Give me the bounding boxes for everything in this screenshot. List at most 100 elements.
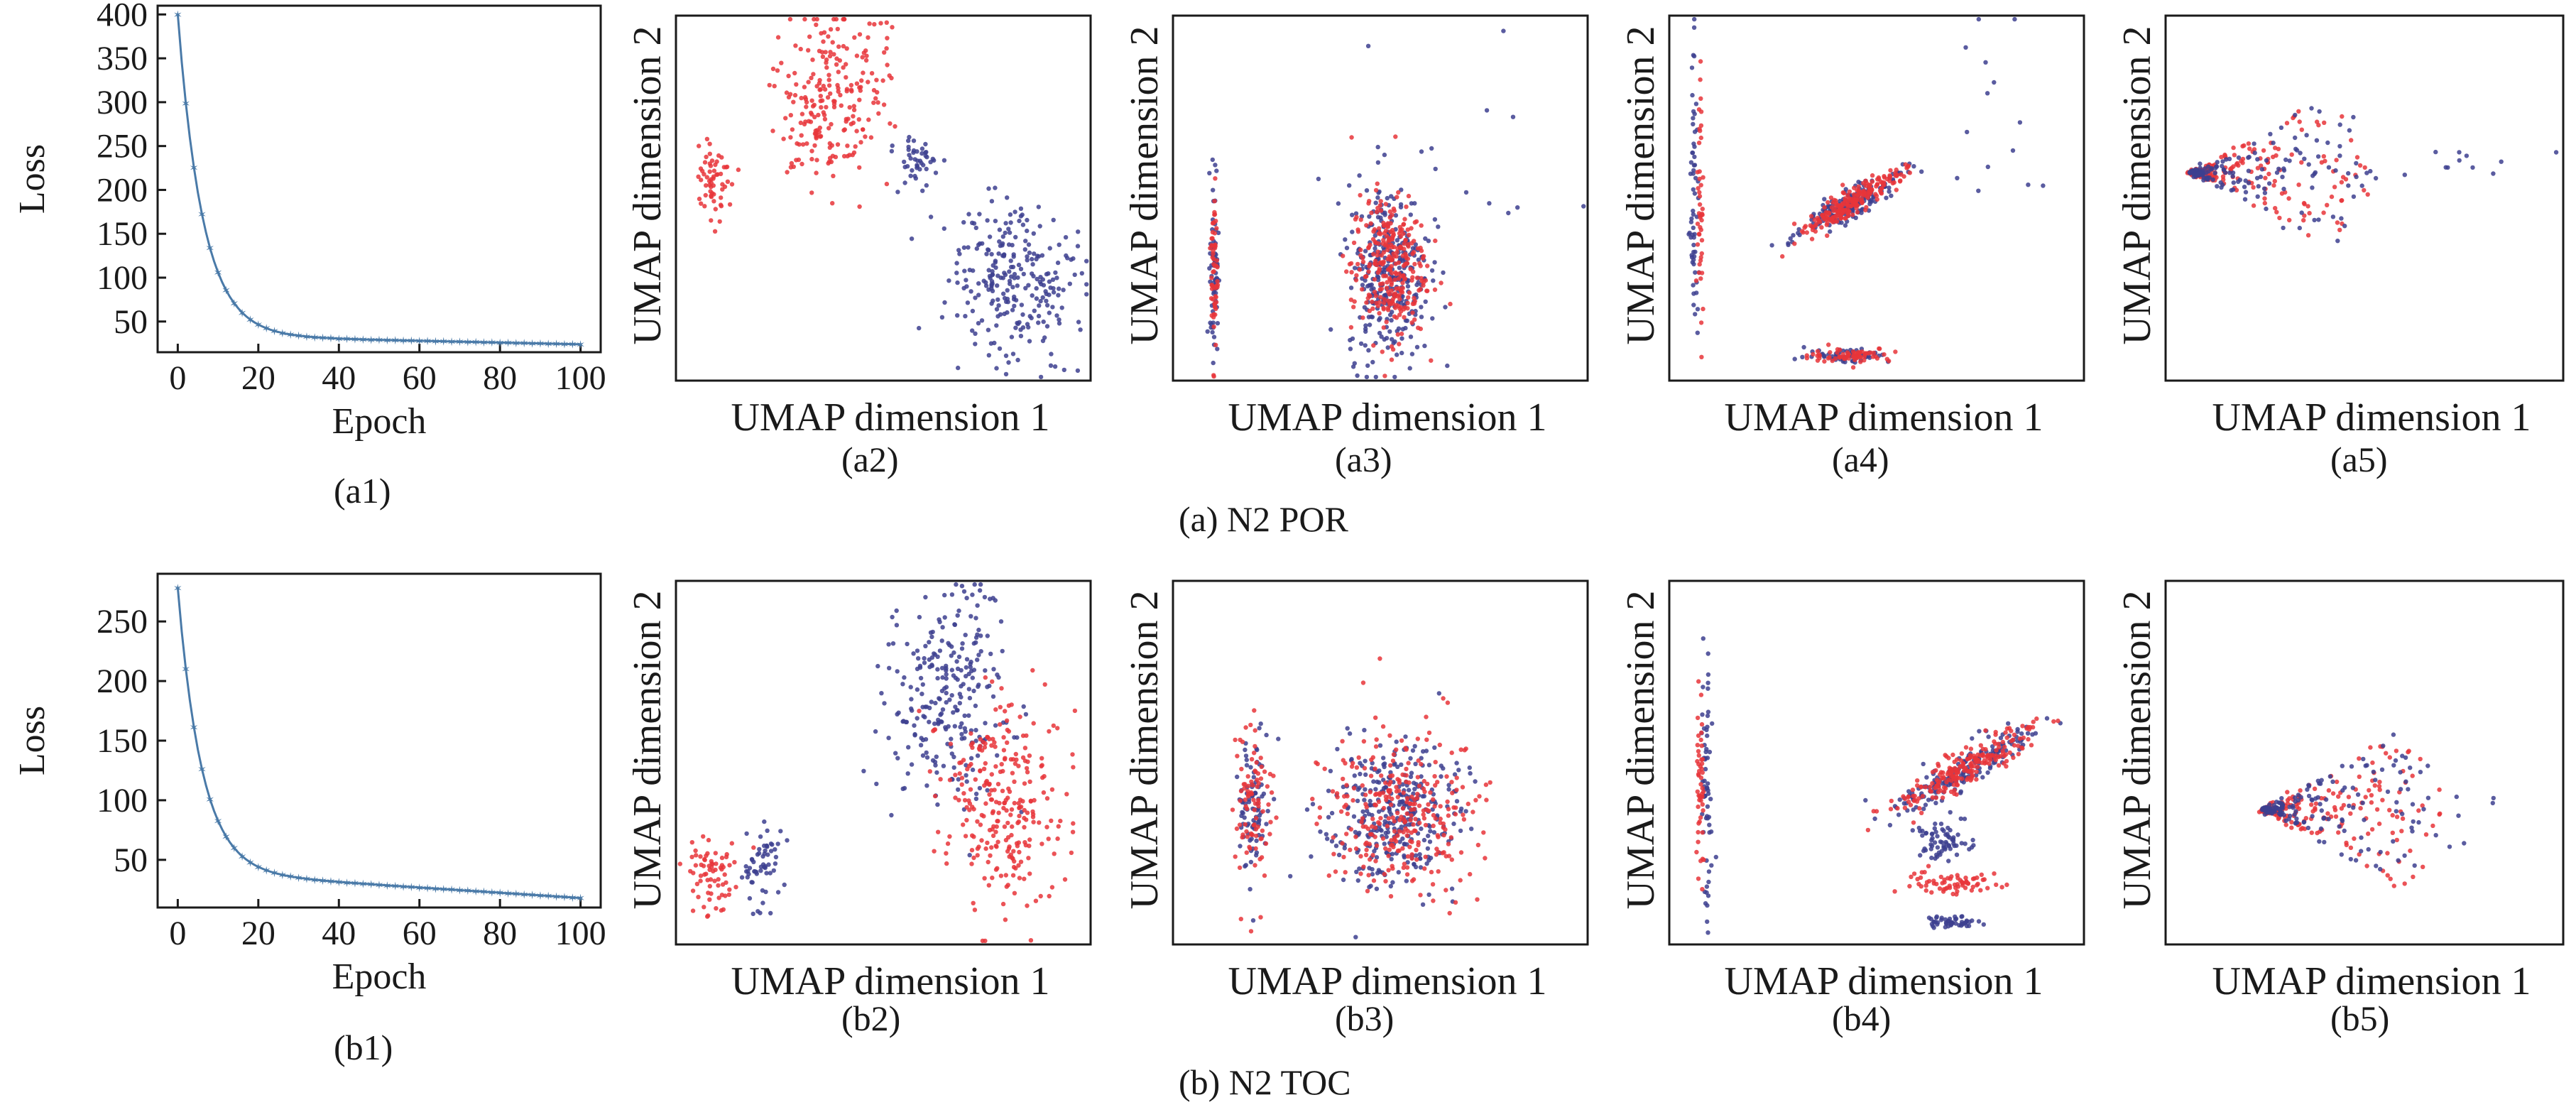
scatter-point bbox=[1424, 737, 1429, 742]
scatter-point bbox=[2359, 183, 2364, 188]
scatter-point bbox=[1367, 214, 1372, 219]
scatter-point bbox=[1425, 781, 1430, 787]
x-tick-label: 60 bbox=[403, 915, 437, 952]
scatter-point bbox=[773, 854, 779, 860]
scatter-point bbox=[2374, 807, 2380, 812]
scatter-point bbox=[1025, 254, 1030, 259]
scatter-point bbox=[1387, 266, 1392, 271]
scatter-point bbox=[1072, 708, 1078, 714]
scatter-point bbox=[1348, 827, 1354, 832]
scatter-point bbox=[890, 614, 895, 620]
scatter-point bbox=[1390, 863, 1395, 868]
scatter-point bbox=[818, 94, 824, 99]
scatter-point bbox=[1211, 269, 1216, 275]
scatter-point bbox=[1874, 182, 1880, 187]
y-axis-label: UMAP dimension 2 bbox=[1619, 590, 1663, 909]
scatter-point bbox=[1380, 262, 1385, 267]
scatter-point bbox=[1333, 869, 1338, 874]
scatter-point bbox=[1926, 915, 1932, 920]
scatter-point bbox=[1355, 798, 1360, 804]
scatter-point bbox=[1000, 234, 1006, 239]
scatter-point bbox=[985, 788, 990, 793]
scatter-point bbox=[2246, 168, 2252, 173]
loss-point: ✶ bbox=[253, 862, 263, 874]
loss-point: ✶ bbox=[197, 764, 207, 776]
scatter-point bbox=[2224, 157, 2229, 162]
scatter-point bbox=[1402, 315, 1407, 320]
scatter-point bbox=[1047, 246, 1052, 251]
loss-point: ✶ bbox=[487, 887, 496, 899]
y-tick-label: 250 bbox=[97, 128, 148, 165]
scatter-point bbox=[970, 592, 975, 597]
scatter-point bbox=[1005, 288, 1010, 293]
scatter-point bbox=[2316, 217, 2321, 222]
scatter-point bbox=[1385, 307, 1391, 312]
scatter-point bbox=[2437, 812, 2442, 817]
scatter-point bbox=[1431, 797, 1436, 802]
scatter-point bbox=[946, 641, 951, 645]
scatter-point bbox=[2203, 166, 2207, 171]
scatter-point bbox=[1209, 276, 1214, 280]
scatter-point bbox=[1838, 354, 1843, 359]
loss-point: ✶ bbox=[544, 891, 553, 903]
scatter-point bbox=[747, 895, 753, 901]
scatter-point bbox=[1363, 327, 1368, 332]
scatter-point bbox=[831, 52, 836, 57]
scatter-point bbox=[868, 135, 874, 140]
scatter-point bbox=[2278, 125, 2284, 130]
scatter-point bbox=[1409, 278, 1414, 283]
scatter-point bbox=[2457, 150, 2462, 155]
scatter-point bbox=[1069, 850, 1074, 856]
y-axis-label: Loss bbox=[12, 706, 53, 775]
scatter-point bbox=[1211, 360, 1216, 366]
scatter-point bbox=[1954, 843, 1959, 849]
scatter-point bbox=[1963, 876, 1968, 881]
scatter-point bbox=[1934, 881, 1939, 887]
loss-point: ✶ bbox=[359, 878, 368, 890]
loss-point: ✶ bbox=[294, 873, 303, 885]
scatter-point bbox=[2376, 784, 2382, 789]
scatter-point bbox=[743, 863, 748, 869]
scatter-point bbox=[1703, 766, 1708, 772]
scatter-point bbox=[802, 85, 807, 89]
scatter-point bbox=[2219, 185, 2224, 190]
scatter-point bbox=[918, 743, 924, 748]
scatter-point bbox=[1030, 262, 1035, 267]
scatter-point bbox=[1404, 872, 1410, 877]
scatter-point bbox=[1943, 920, 1949, 925]
scatter-point bbox=[983, 761, 988, 766]
scatter-point bbox=[1946, 756, 1951, 761]
scatter-point bbox=[1374, 886, 1380, 891]
scatter-point bbox=[1947, 765, 1952, 770]
loss-point: ✶ bbox=[222, 285, 231, 298]
scatter-point bbox=[814, 158, 819, 163]
scatter-point bbox=[1243, 797, 1248, 802]
scatter-point bbox=[1431, 898, 1436, 903]
scatter-point bbox=[819, 31, 824, 36]
scatter-point bbox=[698, 873, 704, 878]
scatter-point bbox=[1018, 334, 1024, 339]
scatter-point bbox=[1417, 852, 1422, 857]
scatter-point bbox=[920, 753, 926, 758]
scatter-point bbox=[1025, 810, 1030, 815]
scatter-point bbox=[818, 99, 823, 104]
loss-point: ✶ bbox=[222, 832, 231, 844]
scatter-point bbox=[971, 900, 976, 906]
scatter-point bbox=[1382, 871, 1387, 877]
loss-point: ✶ bbox=[261, 866, 271, 878]
scatter-point bbox=[1400, 846, 1405, 851]
scatter-point bbox=[1013, 751, 1019, 757]
scatter-point bbox=[1696, 733, 1701, 739]
scatter-point bbox=[1910, 828, 1915, 833]
scatter-point bbox=[1020, 325, 1026, 330]
scatter-point bbox=[1381, 223, 1387, 229]
scatter-point bbox=[879, 691, 884, 696]
scatter-point bbox=[988, 596, 993, 601]
scatter-point bbox=[1797, 232, 1802, 237]
scatter-point bbox=[1249, 779, 1254, 785]
scatter-point bbox=[978, 822, 983, 827]
scatter-point bbox=[2340, 175, 2346, 180]
scatter-point bbox=[767, 82, 772, 88]
scatter-point bbox=[1375, 144, 1380, 150]
scatter-point bbox=[1027, 314, 1032, 319]
